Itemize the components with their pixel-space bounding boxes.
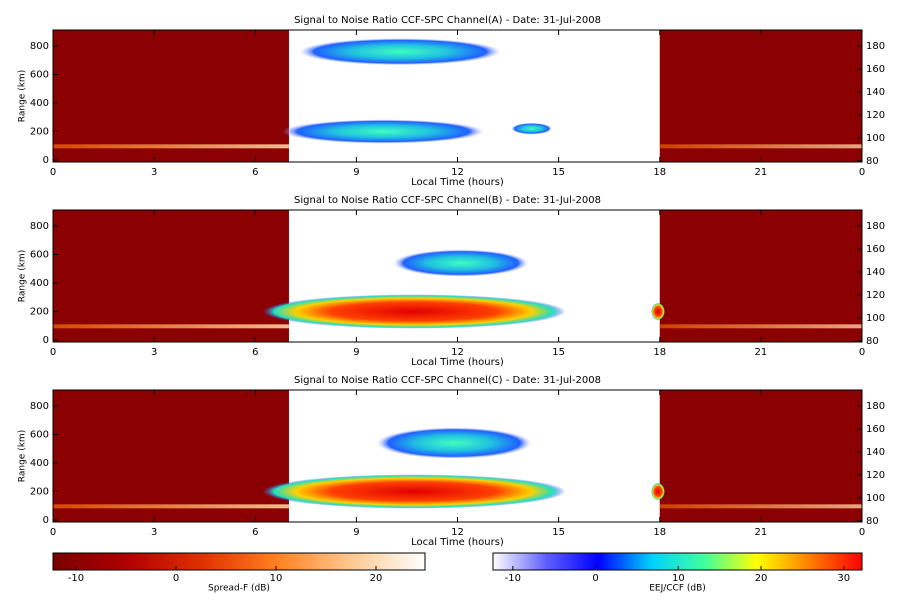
x-tick-label: 0	[50, 347, 56, 358]
x-tick-label: 21	[755, 167, 768, 178]
y2-tick-label: 140	[866, 447, 885, 458]
x-tick-label: 12	[451, 527, 464, 538]
x-tick-label: 0	[859, 527, 865, 538]
y2-tick-label: 140	[866, 267, 885, 278]
chart-title: Signal to Noise Ratio CCF-SPC Channel(B)…	[294, 195, 601, 206]
colorbar	[52, 552, 426, 571]
x-tick-label: 18	[653, 347, 666, 358]
colorbar-tick-label: -10	[68, 573, 84, 584]
x-tick-label: 15	[552, 347, 565, 358]
y-tick-label: 200	[30, 126, 49, 137]
x-tick-label: 9	[353, 347, 359, 358]
colorbar-label: Spread-F (dB)	[208, 584, 270, 594]
y-tick-label: 400	[30, 98, 49, 109]
spread-f-layer	[659, 324, 862, 329]
colorbar-tick-label: 10	[672, 573, 685, 584]
echo-region	[651, 302, 665, 321]
y2-tick-label: 120	[866, 470, 885, 481]
echo-region	[282, 119, 485, 144]
y2-tick-label: 100	[866, 133, 885, 144]
x-tick-label: 21	[755, 527, 768, 538]
echo-region	[376, 427, 532, 459]
x-tick-label: 0	[859, 347, 865, 358]
y2-tick-label: 100	[866, 493, 885, 504]
x-tick-label: 3	[151, 167, 157, 178]
x-axis-label: Local Time (hours)	[411, 177, 504, 188]
y-axis-label: Range (km)	[18, 430, 28, 482]
y-tick-label: 600	[30, 249, 49, 260]
spread-f-layer	[659, 504, 862, 509]
y2-tick-label: 120	[866, 290, 885, 301]
spread-f-layer	[659, 144, 862, 149]
x-tick-label: 6	[252, 347, 258, 358]
x-tick-label: 0	[859, 167, 865, 178]
y-tick-label: 800	[30, 41, 49, 52]
x-tick-label: 0	[50, 527, 56, 538]
x-tick-label: 21	[755, 347, 768, 358]
x-axis-label: Local Time (hours)	[411, 357, 504, 368]
y2-tick-label: 180	[866, 221, 885, 232]
y2-tick-label: 120	[866, 110, 885, 121]
y2-tick-label: 140	[866, 87, 885, 98]
colorbar-tick-label: -10	[505, 573, 521, 584]
chart-title: Signal to Noise Ratio CCF-SPC Channel(A)…	[294, 15, 601, 26]
y2-tick-label: 80	[866, 516, 879, 527]
x-tick-label: 3	[151, 527, 157, 538]
y2-tick-label: 160	[866, 64, 885, 75]
y-tick-label: 0	[43, 515, 49, 526]
echo-region	[299, 38, 502, 66]
y-tick-label: 600	[30, 429, 49, 440]
y2-tick-label: 180	[866, 41, 885, 52]
y2-tick-label: 160	[866, 424, 885, 435]
y-axis-label: Range (km)	[18, 250, 28, 302]
colorbar	[492, 552, 863, 571]
x-tick-label: 12	[451, 167, 464, 178]
colorbar-label: EEJ/CCF (dB)	[649, 584, 706, 594]
echo-region	[511, 122, 552, 135]
spread-f-layer	[53, 144, 289, 149]
colorbar-tick-label: 0	[173, 573, 179, 584]
y-tick-label: 800	[30, 221, 49, 232]
colorbar-tick-label: 30	[837, 573, 850, 584]
colorbar-tick-label: 20	[755, 573, 768, 584]
x-axis-label: Local Time (hours)	[411, 537, 504, 548]
y2-tick-label: 80	[866, 156, 879, 167]
chart-title: Signal to Noise Ratio CCF-SPC Channel(C)…	[294, 375, 601, 386]
x-tick-label: 12	[451, 347, 464, 358]
x-tick-label: 18	[653, 167, 666, 178]
y-tick-label: 0	[43, 155, 49, 166]
y-tick-label: 0	[43, 335, 49, 346]
y2-tick-label: 160	[866, 244, 885, 255]
x-tick-label: 6	[252, 527, 258, 538]
spread-f-layer	[53, 504, 289, 509]
colorbar-tick-label: 0	[592, 573, 598, 584]
x-tick-label: 18	[653, 527, 666, 538]
x-tick-label: 9	[353, 167, 359, 178]
y-tick-label: 200	[30, 306, 49, 317]
x-tick-label: 9	[353, 527, 359, 538]
colorbar-tick-label: 10	[270, 573, 283, 584]
y2-tick-label: 80	[866, 336, 879, 347]
echo-region	[261, 474, 566, 509]
y2-tick-label: 180	[866, 401, 885, 412]
x-tick-label: 6	[252, 167, 258, 178]
y-tick-label: 200	[30, 486, 49, 497]
y-tick-label: 800	[30, 401, 49, 412]
spread-f-layer	[53, 324, 289, 329]
y2-tick-label: 100	[866, 313, 885, 324]
x-tick-label: 15	[552, 167, 565, 178]
y-tick-label: 400	[30, 278, 49, 289]
x-tick-label: 0	[50, 167, 56, 178]
y-axis-label: Range (km)	[18, 70, 28, 122]
echo-region	[261, 294, 566, 329]
colorbar-tick-label: 20	[370, 573, 383, 584]
y-tick-label: 400	[30, 458, 49, 469]
y-tick-label: 600	[30, 69, 49, 80]
echo-region	[651, 482, 665, 501]
x-tick-label: 3	[151, 347, 157, 358]
x-tick-label: 15	[552, 527, 565, 538]
echo-region	[393, 249, 529, 277]
